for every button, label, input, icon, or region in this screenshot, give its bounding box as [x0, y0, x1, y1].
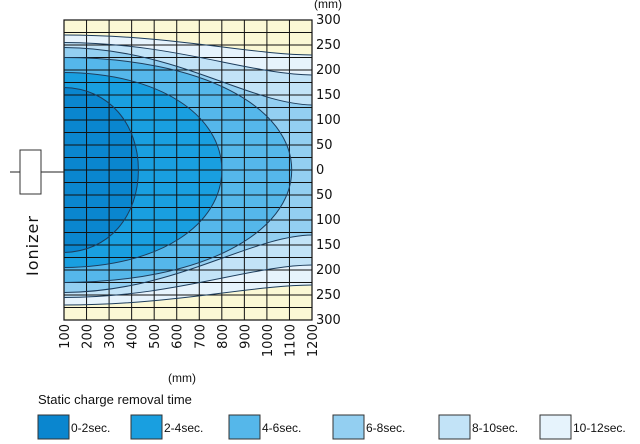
x-tick-label: 1000 [261, 324, 276, 357]
legend-swatch [37, 414, 70, 440]
x-tick-label: 800 [216, 324, 231, 349]
ionizer-icon [19, 149, 42, 195]
x-tick-label: 300 [103, 324, 118, 349]
ionizer-label: Ionizer [23, 215, 42, 276]
plot-frame [63, 19, 313, 321]
x-unit-label: (mm) [168, 371, 196, 385]
boundary-4-6sec [64, 57, 293, 283]
y-tick-label: 100 [316, 213, 341, 228]
y-tick-label: 50 [316, 188, 333, 203]
boundary-10-12sec [64, 34, 312, 306]
x-tick-label: 700 [193, 324, 208, 349]
x-tick-labels: 100 200 300 400 500 600 700 800 900 1000 1100 1200 [58, 324, 321, 357]
legend-title: Static charge removal time [38, 392, 192, 407]
y-tick-label: 250 [316, 38, 341, 53]
x-tick-label: 900 [238, 324, 253, 349]
y-tick-label: 250 [316, 288, 341, 303]
x-tick-label: 1100 [283, 324, 298, 357]
y-tick-label: 200 [316, 63, 341, 78]
boundary-0-2sec [64, 87, 139, 253]
x-tick-label: 500 [148, 324, 163, 349]
x-tick-label: 400 [126, 324, 141, 349]
legend-label: 0-2sec. [71, 421, 110, 435]
x-tick-label: 200 [81, 324, 96, 349]
legend-swatch [332, 414, 365, 440]
y-tick-label: 150 [316, 88, 341, 103]
y-unit-label: (mm) [314, 0, 342, 11]
legend: 0-2sec. 2-4sec. 4-6sec. 6-8sec. 8-10sec. 10-1… [37, 414, 626, 440]
y-tick-label: 50 [316, 138, 333, 153]
boundary-8-10sec [64, 42, 312, 298]
y-tick-label: 200 [316, 263, 341, 278]
y-tick-labels: 300 250 200 150 100 50 0 50 100 150 200 250 300 [316, 13, 341, 328]
y-tick-label: 100 [316, 113, 341, 128]
x-tick-label: 600 [171, 324, 186, 349]
legend-swatch [438, 414, 471, 440]
legend-label: 10-12sec. [573, 421, 626, 435]
x-tick-label: 100 [58, 324, 73, 349]
legend-label: 8-10sec. [472, 421, 518, 435]
y-tick-label: 300 [316, 13, 341, 28]
legend-label: 4-6sec. [262, 421, 301, 435]
y-tick-label: 300 [316, 313, 341, 328]
boundary-2-4sec [64, 72, 223, 268]
legend-label: 6-8sec. [366, 421, 405, 435]
y-tick-label: 150 [316, 238, 341, 253]
legend-swatch [130, 414, 163, 440]
legend-swatch [228, 414, 261, 440]
x-tick-label: 1200 [306, 324, 321, 357]
contour-boundaries [64, 34, 312, 306]
y-tick-label: 0 [316, 163, 324, 178]
boundary-6-8sec [64, 47, 312, 293]
legend-swatch [539, 414, 572, 440]
legend-label: 2-4sec. [164, 421, 203, 435]
